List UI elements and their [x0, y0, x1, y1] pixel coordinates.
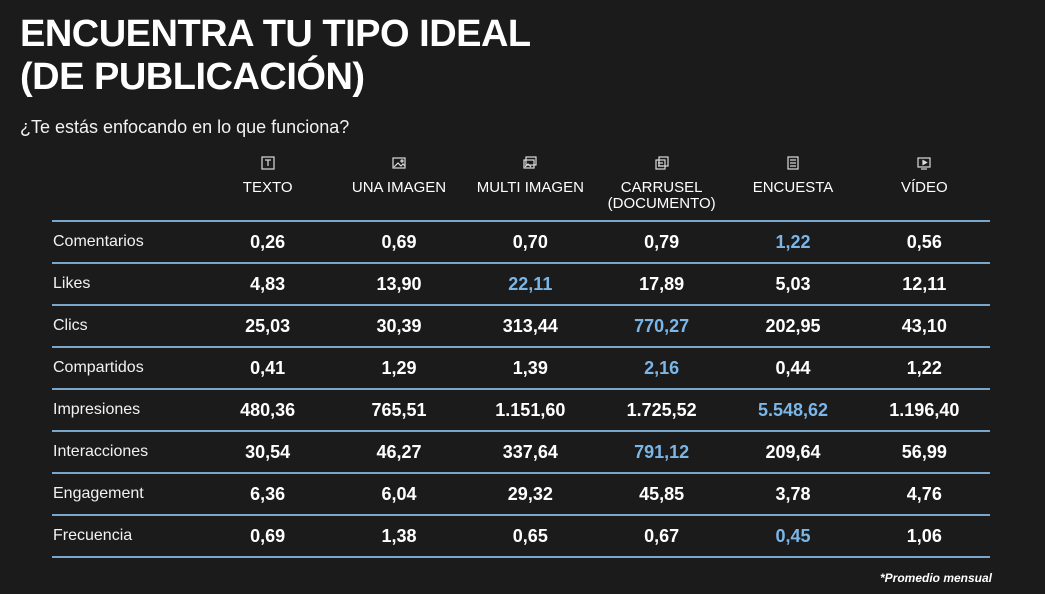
table-cell: 0,65: [464, 514, 596, 558]
table-cell: 0,70: [464, 220, 596, 263]
table-cell: 56,99: [858, 430, 990, 473]
row-label: Likes: [52, 262, 202, 305]
table-cell-highlighted: 5.548,62: [727, 388, 859, 431]
table-cell: 17,89: [595, 262, 728, 305]
table-cell: 337,64: [464, 430, 596, 473]
table-cell: 0,69: [202, 514, 334, 558]
table-cell: 0,79: [595, 220, 728, 263]
row-label: Impresiones: [52, 388, 202, 431]
table-cell: 1.151,60: [464, 388, 596, 431]
table-cell: 313,44: [464, 304, 596, 347]
post-type-table: TEXTO UNA IMAGEN MULTI IMAGEN CARRUSEL (DOC…: [52, 150, 990, 558]
page-subtitle: ¿Te estás enfocando en lo que funciona?: [20, 117, 350, 137]
table-cell-highlighted: 791,12: [595, 430, 728, 473]
multi-image-icon: [523, 156, 537, 170]
table-cell-highlighted: 22,11: [464, 262, 596, 305]
title-line-2: (DE PUBLICACIÓN): [20, 56, 365, 98]
table-cell: 1.196,40: [858, 388, 990, 431]
table-row: Likes 4,83 13,90 22,11 17,89 5,03 12,11: [52, 262, 990, 305]
table-cell: 0,44: [727, 346, 859, 389]
column-header-label: CARRUSEL (DOCUMENTO): [607, 179, 716, 212]
row-label: Compartidos: [52, 346, 202, 389]
table-row: Engagement 6,36 6,04 29,32 45,85 3,78 4,76: [52, 472, 990, 515]
table-cell: 12,11: [858, 262, 990, 305]
table-cell: 25,03: [202, 304, 334, 347]
table-cell: 1.725,52: [595, 388, 728, 431]
page-title: ENCUENTRA TU TIPO IDEAL (DE PUBLICACIÓN): [20, 13, 531, 99]
table-cell-highlighted: 2,16: [595, 346, 728, 389]
table-cell: 5,03: [727, 262, 859, 305]
table-row: Clics 25,03 30,39 313,44 770,27 202,95 43,10: [52, 304, 990, 347]
table-cell: 1,22: [858, 346, 990, 389]
table-cell: 43,10: [858, 304, 990, 347]
video-icon: [917, 156, 931, 170]
table-cell: 202,95: [727, 304, 859, 347]
table-cell: 6,36: [202, 472, 334, 515]
column-header-3: CARRUSEL (DOCUMENTO): [596, 150, 727, 221]
row-label: Comentarios: [52, 220, 202, 263]
row-label: Frecuencia: [52, 514, 202, 558]
table-cell: 765,51: [333, 388, 465, 431]
poll-icon: [786, 156, 800, 170]
table-cell: 30,39: [333, 304, 465, 347]
table-row: Compartidos 0,41 1,29 1,39 2,16 0,44 1,22: [52, 346, 990, 389]
table-cell: 0,56: [858, 220, 990, 263]
table-body: Comentarios 0,26 0,69 0,70 0,79 1,22 0,56 Likes…: [52, 220, 990, 558]
table-cell: 4,83: [202, 262, 334, 305]
table-cell: 29,32: [464, 472, 596, 515]
table-header: TEXTO UNA IMAGEN MULTI IMAGEN CARRUSEL (DOC…: [52, 150, 990, 221]
table-row: Impresiones 480,36 765,51 1.151,60 1.725,52 5…: [52, 388, 990, 431]
table-cell: 0,41: [202, 346, 334, 389]
table-row: Interacciones 30,54 46,27 337,64 791,12 209,6…: [52, 430, 990, 473]
table-cell: 6,04: [333, 472, 465, 515]
table-cell: 0,26: [202, 220, 334, 263]
table-cell: 1,29: [333, 346, 465, 389]
column-header-2: MULTI IMAGEN: [465, 150, 596, 221]
column-header-5: VÍDEO: [859, 150, 990, 221]
column-header-label: VÍDEO: [900, 179, 948, 196]
table-cell: 3,78: [727, 472, 859, 515]
table-cell: 4,76: [858, 472, 990, 515]
column-header-4: ENCUESTA: [727, 150, 858, 221]
table-cell: 209,64: [727, 430, 859, 473]
corner-cell: [52, 150, 202, 221]
column-header-label: MULTI IMAGEN: [476, 179, 584, 196]
table-row: Frecuencia 0,69 1,38 0,65 0,67 0,45 1,06: [52, 514, 990, 558]
table-cell: 46,27: [333, 430, 465, 473]
carousel-icon: [655, 156, 669, 170]
table-cell: 45,85: [595, 472, 728, 515]
table-cell: 1,39: [464, 346, 596, 389]
table-cell: 0,67: [595, 514, 728, 558]
column-header-0: TEXTO: [202, 150, 333, 221]
table-cell: 13,90: [333, 262, 465, 305]
row-label: Clics: [52, 304, 202, 347]
column-header-label: TEXTO: [242, 179, 293, 196]
row-label: Engagement: [52, 472, 202, 515]
column-header-label: UNA IMAGEN: [351, 179, 447, 196]
image-icon: [392, 156, 406, 170]
table-cell: 1,06: [858, 514, 990, 558]
table-cell-highlighted: 1,22: [727, 220, 859, 263]
footnote: *Promedio mensual: [879, 571, 992, 585]
table-row: Comentarios 0,26 0,69 0,70 0,79 1,22 0,56: [52, 220, 990, 263]
column-header-1: UNA IMAGEN: [333, 150, 464, 221]
title-line-1: ENCUENTRA TU TIPO IDEAL: [20, 13, 531, 55]
text-icon: [261, 156, 275, 170]
table-cell-highlighted: 0,45: [727, 514, 859, 558]
table-cell: 0,69: [333, 220, 465, 263]
table-cell: 1,38: [333, 514, 465, 558]
row-label: Interacciones: [52, 430, 202, 473]
table-cell: 480,36: [202, 388, 334, 431]
table-cell-highlighted: 770,27: [595, 304, 728, 347]
table-cell: 30,54: [202, 430, 334, 473]
column-header-label: ENCUESTA: [752, 179, 834, 196]
